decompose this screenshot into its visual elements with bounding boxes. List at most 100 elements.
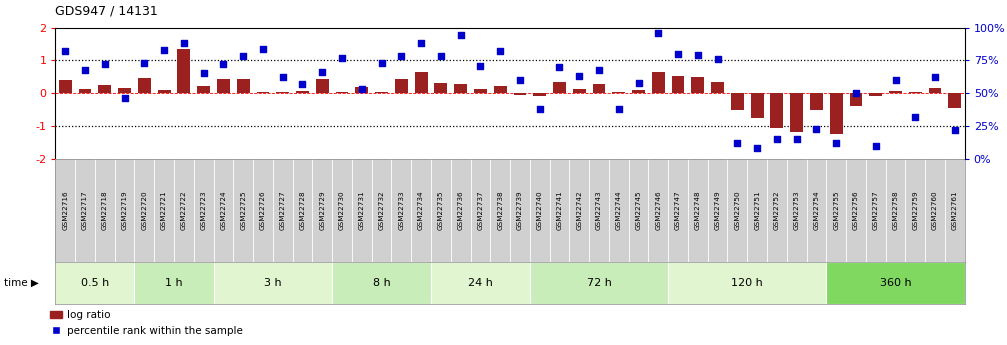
Point (887, 77, 903, 83)
Point (532, 106, 548, 112)
Point (848, 90, 864, 96)
Point (729, 140, 745, 146)
Point (394, 54, 410, 59)
Text: 3 h: 3 h (264, 278, 282, 288)
Text: 24 h: 24 h (468, 278, 492, 288)
Text: GSM22734: GSM22734 (418, 191, 424, 230)
Text: GSM22732: GSM22732 (379, 191, 385, 230)
Bar (335, 92, 348, 93)
Point (749, 146, 765, 151)
Bar (118, 88, 131, 93)
Text: GSM22722: GSM22722 (181, 191, 187, 230)
Bar (135, 262, 213, 304)
Text: time ▶: time ▶ (4, 278, 39, 288)
Text: GSM22719: GSM22719 (122, 191, 128, 230)
Point (690, 52, 706, 58)
Bar (197, 86, 210, 93)
Bar (58, 80, 71, 93)
Point (610, 106, 626, 112)
Bar (514, 93, 527, 95)
Bar (669, 262, 827, 304)
Bar (850, 93, 862, 106)
Text: 360 h: 360 h (880, 278, 911, 288)
Bar (395, 79, 408, 93)
Bar (632, 90, 644, 93)
Point (176, 41, 192, 46)
Point (947, 127, 963, 132)
Legend: log ratio, percentile rank within the sample: log ratio, percentile rank within the sa… (45, 306, 248, 340)
Bar (928, 88, 942, 93)
Text: 1 h: 1 h (165, 278, 183, 288)
Bar (355, 87, 369, 93)
Point (294, 81, 310, 87)
Text: GSM22738: GSM22738 (497, 191, 504, 230)
Bar (434, 83, 447, 93)
Text: 8 h: 8 h (373, 278, 391, 288)
Bar (332, 262, 431, 304)
Point (136, 60, 152, 66)
Point (117, 96, 133, 101)
Bar (431, 262, 530, 304)
Text: GSM22721: GSM22721 (161, 191, 167, 230)
Text: GSM22754: GSM22754 (814, 191, 820, 230)
Text: GSM22745: GSM22745 (635, 191, 641, 230)
Text: GSM22751: GSM22751 (754, 191, 760, 230)
Bar (454, 84, 467, 93)
Text: GSM22723: GSM22723 (200, 191, 206, 230)
Bar (751, 93, 763, 118)
Point (651, 30, 667, 36)
Bar (827, 262, 965, 304)
Point (472, 63, 488, 68)
Bar (493, 86, 507, 93)
Bar (573, 89, 586, 93)
Bar (711, 82, 724, 93)
Bar (612, 91, 625, 93)
Point (552, 64, 568, 70)
Bar (652, 72, 665, 93)
Point (314, 69, 330, 75)
Text: GSM22730: GSM22730 (339, 191, 345, 230)
Text: GSM22733: GSM22733 (399, 191, 405, 230)
Text: GSM22743: GSM22743 (596, 191, 602, 230)
Bar (376, 92, 388, 93)
Point (77, 67, 93, 72)
Point (156, 47, 172, 53)
Bar (770, 93, 783, 128)
Text: GSM22739: GSM22739 (517, 191, 523, 230)
Point (670, 51, 686, 57)
Text: GSM22747: GSM22747 (675, 191, 681, 230)
Point (413, 41, 429, 46)
Text: 0.5 h: 0.5 h (81, 278, 109, 288)
Point (275, 75, 291, 80)
Bar (213, 262, 332, 304)
Text: GDS947 / 14131: GDS947 / 14131 (55, 4, 158, 17)
Bar (592, 84, 605, 93)
Bar (869, 93, 882, 96)
Point (255, 46, 271, 51)
Bar (530, 262, 669, 304)
Text: GSM22752: GSM22752 (774, 191, 779, 230)
Bar (296, 91, 309, 93)
Text: GSM22756: GSM22756 (853, 191, 859, 230)
Bar (474, 89, 486, 93)
Bar (889, 90, 902, 93)
Bar (257, 92, 269, 93)
Bar (138, 78, 151, 93)
Point (492, 48, 509, 54)
Text: GSM22735: GSM22735 (438, 191, 444, 230)
Text: GSM22727: GSM22727 (280, 191, 286, 230)
Point (868, 143, 884, 148)
Text: GSM22758: GSM22758 (892, 191, 898, 230)
Bar (672, 76, 685, 93)
Bar (830, 93, 843, 134)
Text: GSM22755: GSM22755 (833, 191, 839, 230)
Text: GSM22748: GSM22748 (695, 191, 701, 230)
Point (907, 114, 923, 119)
Text: GSM22759: GSM22759 (912, 191, 918, 230)
Text: GSM22749: GSM22749 (715, 191, 721, 230)
Text: GSM22753: GSM22753 (794, 191, 800, 230)
Text: GSM22726: GSM22726 (260, 191, 266, 230)
Point (769, 136, 785, 142)
Bar (237, 79, 250, 93)
Bar (177, 49, 190, 93)
